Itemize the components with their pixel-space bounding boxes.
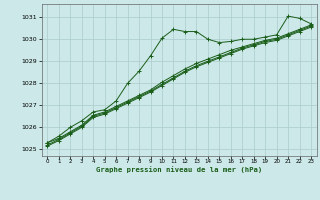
X-axis label: Graphe pression niveau de la mer (hPa): Graphe pression niveau de la mer (hPa)	[96, 167, 262, 173]
